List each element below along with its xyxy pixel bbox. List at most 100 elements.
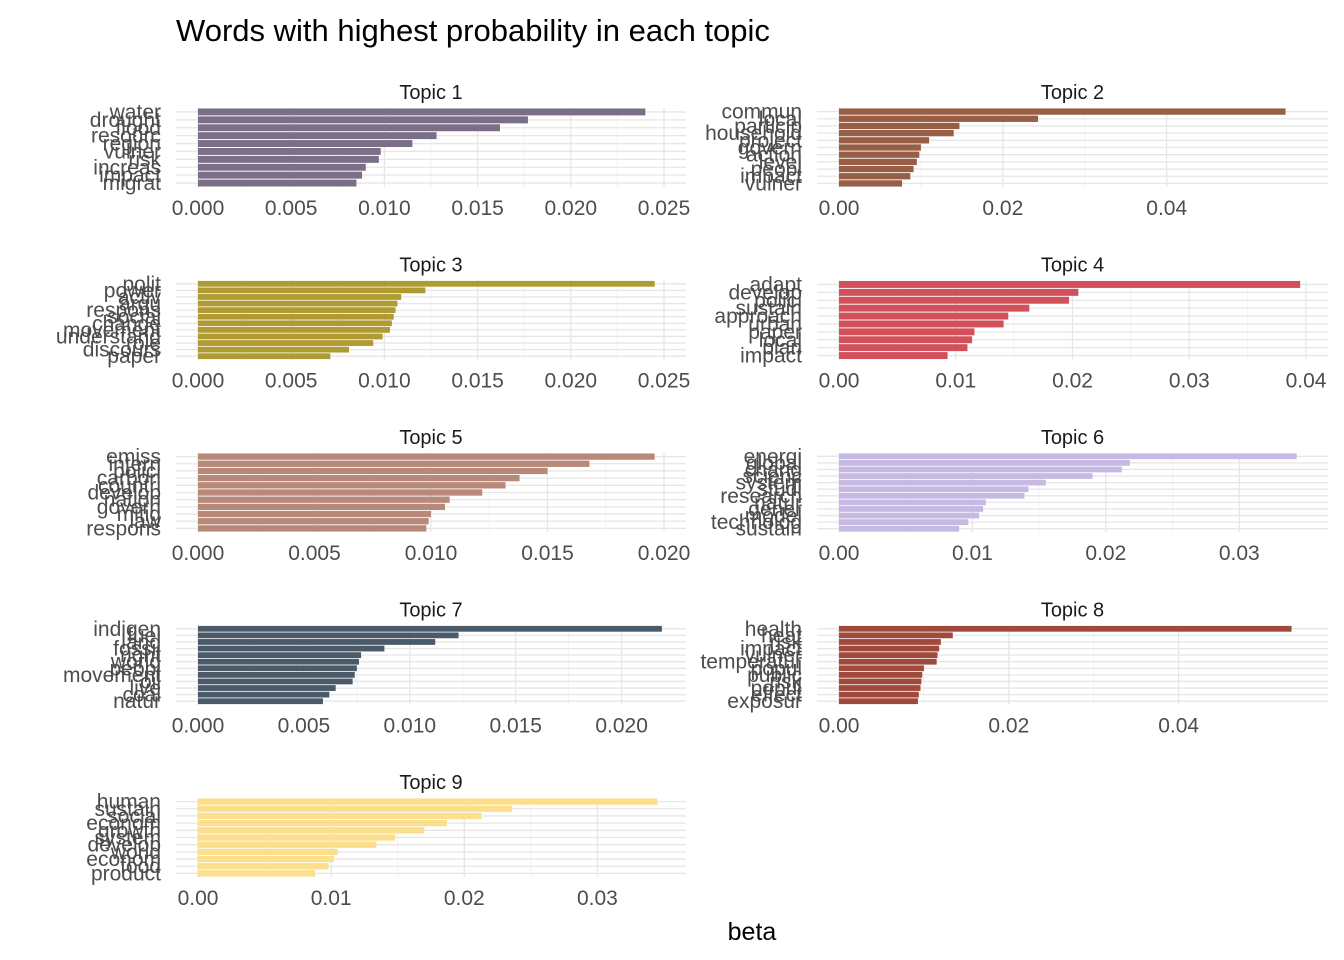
x-tick-label: 0.000 [172,370,225,393]
bar [198,639,436,645]
y-tick-label: action [746,144,802,167]
bar [198,671,355,678]
y-tick-label: impact [740,638,802,661]
y-tick-label: paper [107,345,161,368]
x-tick-label: 0.01 [311,887,352,910]
facet-strip-label: Topic 9 [399,772,462,794]
y-tick-label: level [759,151,802,174]
y-tick-label: popul [751,657,802,680]
bar [198,870,316,877]
bar [198,116,528,124]
bar [839,165,914,173]
facet-panel: Topic 1 waterdroughtfloodresourcregionvul… [90,82,691,220]
x-tick-label: 0.02 [444,887,485,910]
bar [198,798,658,805]
x-tick-label: 0.015 [451,370,504,393]
bar [198,855,334,863]
y-tick-label: natur [754,491,802,514]
x-tick-label: 0.03 [577,887,618,910]
bar [198,812,482,820]
y-tick-label: change [92,312,161,335]
bar [198,294,402,300]
y-tick-label: technolog [711,511,802,534]
bar [198,326,390,333]
y-tick-label: econom [86,812,161,835]
x-tick-label: 0.005 [288,542,341,565]
x-tick-label: 0.010 [384,715,437,738]
y-tick-label: growth [98,819,161,842]
bar [839,639,941,645]
y-tick-label: polit [122,273,161,296]
y-tick-label: vulner [104,140,161,163]
bar [839,665,924,672]
bar [198,518,429,525]
bar [198,474,520,482]
bar [198,834,396,841]
facet-strip-label: Topic 2 [1041,82,1104,104]
y-tick-label: drought [90,109,161,132]
bar [839,671,923,678]
bar [839,632,953,639]
bar [198,300,398,307]
y-tick-label: natur [113,690,161,713]
bar [198,863,329,870]
bar [198,805,513,812]
bar [839,459,1130,466]
bar [198,340,374,346]
facet-strip-label: Topic 7 [399,600,462,622]
y-tick-label: human [97,791,161,814]
bar [198,460,590,467]
y-tick-label: plan [762,337,802,360]
bar [839,115,1039,122]
x-tick-label: 0.00 [819,370,860,393]
y-tick-label: land [121,631,161,654]
x-tick-label: 0.04 [1146,197,1187,220]
y-tick-label: studi [758,478,802,501]
y-tick-label: urban [748,313,802,336]
facet-panels: Topic 1waterdroughtfloodresourcregionvul… [56,82,1328,910]
bar [198,691,330,698]
bar [198,108,646,116]
y-tick-label: movement [63,319,161,342]
y-tick-label: region [103,133,161,156]
bar [839,280,1301,288]
facet-panel: Topic 6 energiglobalchangsciencsystemstud… [711,427,1328,565]
y-tick-label: peopl [110,657,161,680]
x-tick-label: 0.00 [819,542,860,565]
y-tick-label: carbon [97,467,161,490]
bar [198,333,383,340]
bar [839,129,954,137]
chart-title: Words with highest probability in each t… [176,13,770,48]
bar [839,180,903,187]
y-tick-label: water [109,101,161,124]
facet-strip-label: Topic 1 [399,82,462,104]
bar [839,108,1286,115]
y-tick-label: energi [744,445,802,468]
bar [198,124,500,132]
bar [198,280,655,287]
y-tick-label: fuel [127,624,161,647]
y-tick-label: impact [740,165,802,188]
bar [198,496,450,503]
x-tick-label: 0.015 [489,715,542,738]
bar [198,132,437,140]
facet-strip-label: Topic 6 [1041,427,1104,449]
y-tick-label: chang [745,458,802,481]
bar [839,645,940,652]
bar [198,848,338,856]
bar [839,328,975,336]
bar [839,525,960,532]
y-tick-label: paper [748,321,802,344]
bar [839,698,918,705]
x-tick-label: 0.000 [172,542,225,565]
y-tick-label: govern [97,496,161,519]
bar [198,685,336,691]
bar [839,479,1046,486]
bar [839,137,930,144]
bar [198,346,349,353]
bar [839,296,1069,304]
x-tick-label: 0.020 [638,542,691,565]
y-tick-label: global [746,452,802,475]
x-tick-label: 0.010 [358,370,411,393]
